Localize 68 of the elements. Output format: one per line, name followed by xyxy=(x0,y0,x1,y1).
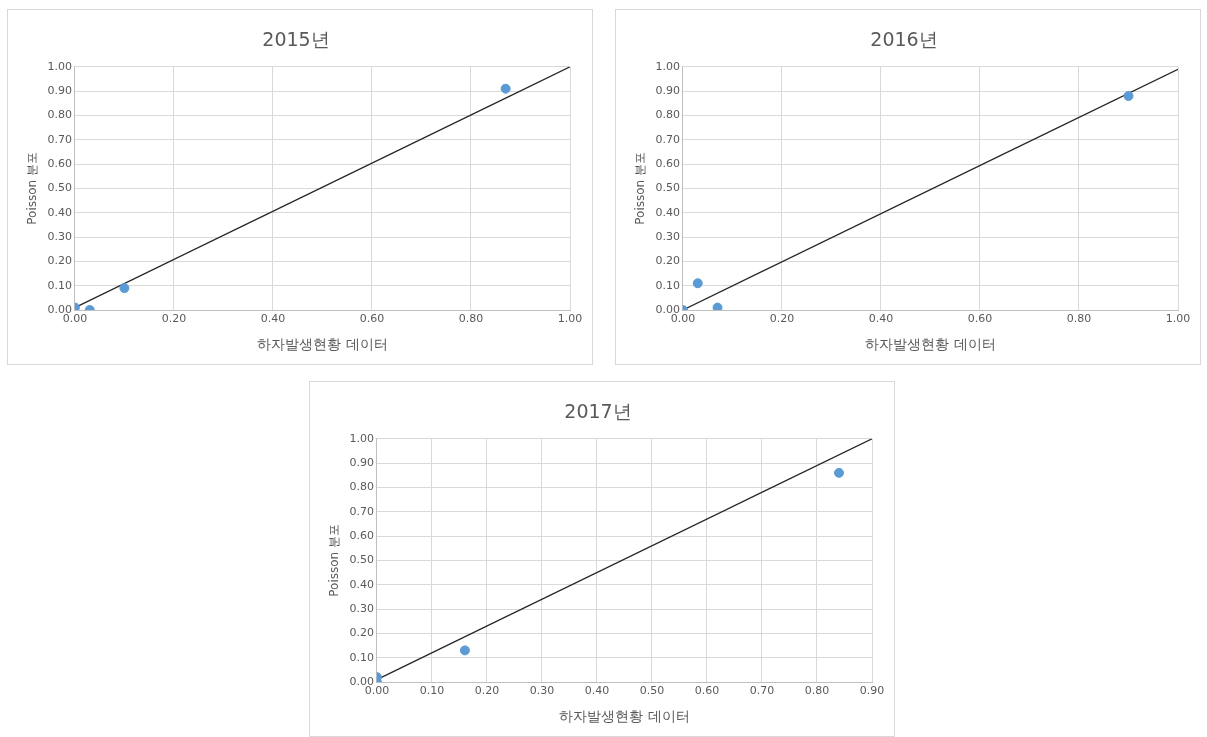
chart-title: 2016년 xyxy=(870,28,938,51)
y-axis-title: Poisson 분포 xyxy=(327,524,342,597)
y-tick-label: 0.10 xyxy=(349,650,374,664)
x-tick-label: 1.00 xyxy=(1165,312,1191,326)
chart-title: 2017년 xyxy=(564,400,632,423)
y-tick-label: 1.00 xyxy=(349,431,374,445)
x-tick-label: 0.90 xyxy=(859,684,885,698)
x-tick-label: 0.30 xyxy=(529,684,555,698)
y-tick-label: 0.50 xyxy=(47,181,72,195)
y-tick-label: 1.00 xyxy=(655,59,680,73)
y-tick-label: 0.80 xyxy=(47,108,72,122)
y-tick-label: 0.30 xyxy=(47,229,72,243)
x-tick-label: 1.00 xyxy=(557,312,583,326)
y-axis-title: Poisson 분포 xyxy=(633,152,648,225)
y-tick-label: 0.40 xyxy=(655,205,680,219)
x-tick-label: 0.20 xyxy=(474,684,500,698)
y-tick-label: 0.50 xyxy=(655,181,680,195)
x-tick-label: 0.00 xyxy=(62,312,88,326)
x-axis-title: 하자발생현황 데이터 xyxy=(865,336,996,353)
point xyxy=(692,278,703,289)
y-tick-label: 0.80 xyxy=(655,108,680,122)
x-tick-label: 0.70 xyxy=(749,684,775,698)
y-tick-label: 0.40 xyxy=(47,205,72,219)
y-tick-label: 0.20 xyxy=(655,254,680,268)
y-tick-label: 0.20 xyxy=(349,626,374,640)
point xyxy=(833,467,844,478)
y-tick-label: 0.90 xyxy=(655,83,680,97)
y-tick-label: 0.60 xyxy=(349,528,374,542)
y-axis-title: Poisson 분포 xyxy=(25,152,40,225)
y-tick-label: 0.90 xyxy=(349,455,374,469)
point xyxy=(712,302,723,310)
x-tick-label: 0.60 xyxy=(694,684,720,698)
x-tick-label: 0.60 xyxy=(359,312,385,326)
x-tick-label: 0.80 xyxy=(1066,312,1092,326)
x-tick-label: 0.80 xyxy=(804,684,830,698)
y-tick-label: 0.10 xyxy=(47,278,72,292)
x-tick-label: 0.00 xyxy=(364,684,390,698)
y-tick-label: 0.70 xyxy=(655,132,680,146)
y-tick-label: 0.50 xyxy=(349,553,374,567)
y-tick-label: 0.30 xyxy=(655,229,680,243)
x-tick-label: 0.50 xyxy=(639,684,665,698)
x-tick-label: 0.10 xyxy=(419,684,445,698)
x-tick-label: 0.60 xyxy=(967,312,993,326)
x-axis-title: 하자발생현황 데이터 xyxy=(559,708,690,725)
chart-title: 2015년 xyxy=(262,28,330,51)
y-tick-label: 0.30 xyxy=(349,601,374,615)
y-tick-label: 1.00 xyxy=(47,59,72,73)
x-tick-label: 0.20 xyxy=(161,312,187,326)
point xyxy=(459,645,470,656)
x-tick-label: 0.40 xyxy=(868,312,894,326)
point xyxy=(500,83,511,94)
y-tick-label: 0.70 xyxy=(349,504,374,518)
x-tick-label: 0.40 xyxy=(260,312,286,326)
x-tick-label: 0.40 xyxy=(584,684,610,698)
y-tick-label: 0.70 xyxy=(47,132,72,146)
y-tick-label: 0.80 xyxy=(349,480,374,494)
y-tick-label: 0.10 xyxy=(655,278,680,292)
y-tick-label: 0.20 xyxy=(47,254,72,268)
y-tick-label: 0.60 xyxy=(47,156,72,170)
y-tick-label: 0.40 xyxy=(349,577,374,591)
x-axis-title: 하자발생현황 데이터 xyxy=(257,336,388,353)
y-tick-label: 0.90 xyxy=(47,83,72,97)
x-tick-label: 0.20 xyxy=(769,312,795,326)
y-tick-label: 0.60 xyxy=(655,156,680,170)
point xyxy=(119,283,130,294)
point xyxy=(1123,90,1134,101)
x-tick-label: 0.80 xyxy=(458,312,484,326)
x-tick-label: 0.00 xyxy=(670,312,696,326)
